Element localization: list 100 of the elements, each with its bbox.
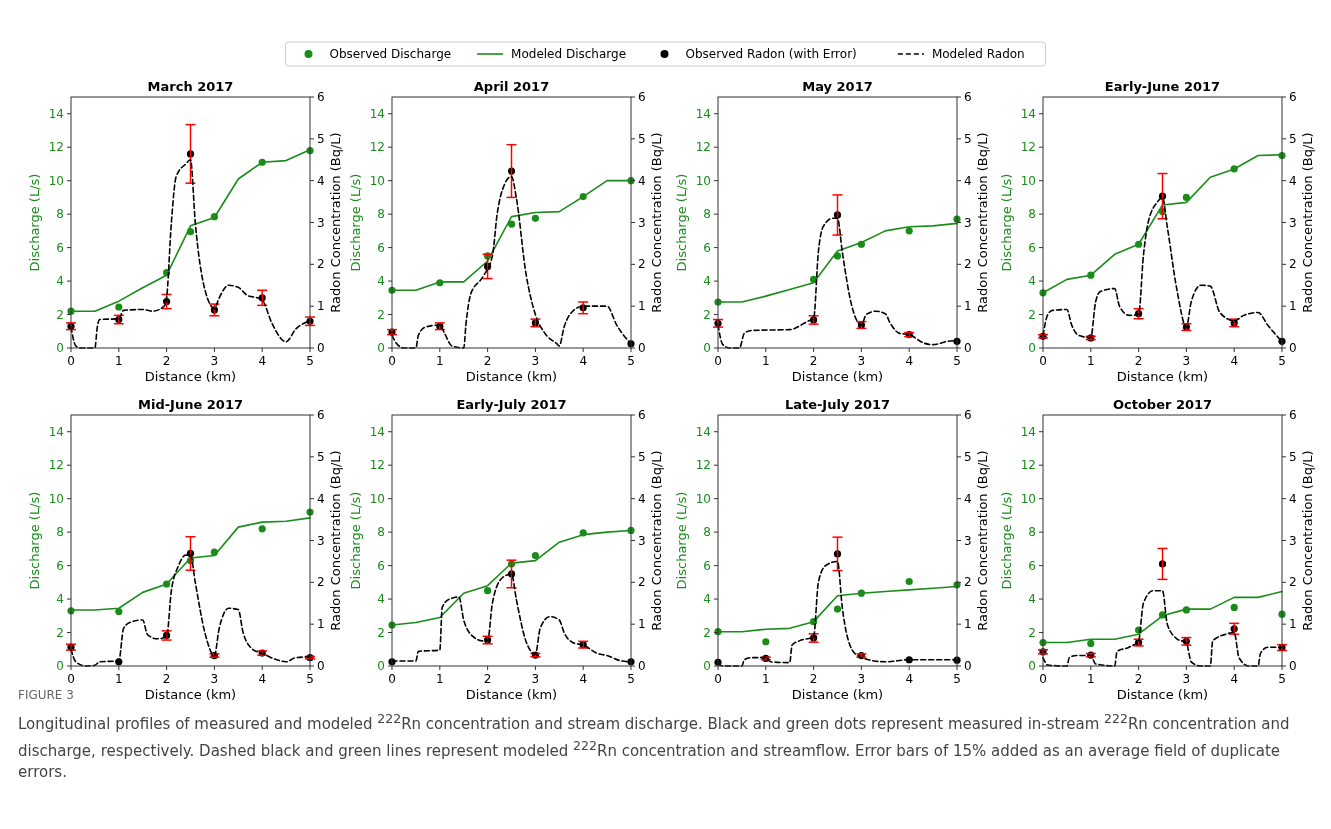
x-tick-label: 3	[531, 672, 540, 686]
y2-tick-label: 5	[317, 131, 325, 146]
y-tick-label: 0	[1028, 659, 1036, 673]
chart-title: Early-July 2017	[456, 397, 567, 412]
y2-tick-label: 4	[964, 173, 972, 188]
y2-tick-label: 4	[638, 491, 646, 506]
x-tick-label: 1	[1086, 672, 1095, 686]
y2-tick-label: 6	[1289, 90, 1297, 104]
y-tick-label: 6	[377, 558, 385, 573]
y2-tick-label: 5	[964, 131, 972, 146]
y2-tick-label: 4	[638, 173, 646, 188]
y-tick-label: 2	[56, 625, 64, 640]
y-axis-title: Discharge (L/s)	[348, 173, 363, 272]
x-axis-title: Distance (km)	[144, 687, 237, 702]
y-axis-title: Discharge (L/s)	[999, 173, 1014, 272]
y2-tick-label: 4	[1289, 491, 1297, 506]
y-tick-label: 8	[1028, 525, 1036, 540]
y-tick-label: 12	[695, 140, 711, 155]
x-tick-label: 1	[114, 354, 123, 368]
y-tick-label: 0	[703, 341, 711, 355]
y-tick-label: 10	[369, 491, 385, 506]
y-axis-title: Discharge (L/s)	[348, 491, 363, 590]
y2-axis-title: Radon Concentration (Bq/L)	[975, 132, 990, 313]
y2-tick-label: 1	[638, 617, 646, 632]
x-tick-label: 2	[162, 672, 171, 686]
y-axis-title: Discharge (L/s)	[27, 173, 42, 272]
x-tick-label: 5	[953, 354, 961, 368]
y2-tick-label: 5	[1289, 131, 1297, 146]
x-tick-label: 5	[306, 354, 314, 368]
chart-title: March 2017	[147, 79, 234, 94]
y-tick-label: 10	[695, 173, 711, 188]
x-tick-label: 4	[579, 672, 588, 686]
y2-tick-label: 5	[964, 449, 972, 464]
x-tick-label: 4	[905, 672, 914, 686]
y2-tick-label: 0	[1289, 341, 1297, 355]
y-tick-label: 8	[56, 525, 64, 540]
y-tick-label: 8	[377, 525, 385, 540]
y-tick-label: 12	[369, 458, 385, 473]
y-tick-label: 8	[703, 207, 711, 222]
y2-tick-label: 3	[638, 533, 646, 548]
y-tick-label: 0	[377, 659, 385, 673]
y2-tick-label: 2	[638, 575, 646, 590]
chart-title: Early-June 2017	[1104, 79, 1221, 94]
y-tick-label: 6	[703, 558, 711, 573]
chart-title: May 2017	[802, 79, 873, 94]
x-tick-label: 2	[483, 354, 492, 368]
y2-tick-label: 1	[964, 299, 972, 314]
y2-axis-title: Radon Concentration (Bq/L)	[328, 450, 343, 631]
chart-title: Late-July 2017	[784, 397, 891, 412]
y-tick-label: 14	[1020, 424, 1036, 439]
y2-tick-label: 2	[1289, 575, 1297, 590]
y2-tick-label: 2	[964, 257, 972, 272]
y-tick-label: 12	[48, 140, 64, 155]
y-tick-label: 2	[377, 307, 385, 322]
y-tick-label: 4	[1028, 274, 1036, 289]
x-axis-title: Distance (km)	[465, 687, 558, 702]
x-tick-label: 0	[388, 672, 396, 686]
y-tick-label: 4	[377, 592, 385, 607]
x-tick-label: 0	[714, 354, 722, 368]
y2-tick-label: 4	[964, 491, 972, 506]
y-tick-label: 12	[48, 458, 64, 473]
y2-tick-label: 3	[1289, 215, 1297, 230]
y2-tick-label: 0	[317, 341, 325, 355]
legend-label: Observed Discharge	[329, 47, 452, 61]
x-tick-label: 0	[67, 354, 75, 368]
y2-tick-label: 6	[638, 90, 646, 104]
y2-tick-label: 0	[964, 341, 972, 355]
y-tick-label: 6	[377, 240, 385, 255]
x-tick-label: 3	[531, 354, 540, 368]
y2-tick-label: 4	[1289, 173, 1297, 188]
y-tick-label: 12	[369, 140, 385, 155]
y2-tick-label: 4	[317, 173, 325, 188]
y-tick-label: 4	[56, 274, 64, 289]
y-tick-label: 12	[695, 458, 711, 473]
y-tick-label: 14	[48, 106, 64, 121]
y-tick-label: 6	[56, 240, 64, 255]
y2-axis-title: Radon Concentration (Bq/L)	[328, 132, 343, 313]
chart-title: October 2017	[1112, 397, 1213, 412]
y-tick-label: 10	[695, 491, 711, 506]
y2-tick-label: 2	[1289, 257, 1297, 272]
y2-axis-title: Radon Concentration (Bq/L)	[649, 132, 664, 313]
y2-tick-label: 3	[638, 215, 646, 230]
y2-tick-label: 6	[964, 408, 972, 422]
y-tick-label: 0	[1028, 341, 1036, 355]
y-tick-label: 6	[703, 240, 711, 255]
y2-tick-label: 1	[638, 299, 646, 314]
y-tick-label: 0	[56, 341, 64, 355]
x-tick-label: 1	[761, 354, 770, 368]
x-tick-label: 2	[162, 354, 171, 368]
y-tick-label: 14	[695, 424, 711, 439]
x-tick-label: 4	[905, 354, 914, 368]
legend-label: Modeled Discharge	[511, 47, 627, 61]
x-tick-label: 1	[114, 672, 123, 686]
y-tick-label: 12	[1020, 458, 1036, 473]
y2-tick-label: 1	[1289, 299, 1297, 314]
x-tick-label: 3	[1182, 672, 1191, 686]
x-axis-title: Distance (km)	[144, 369, 237, 384]
y-tick-label: 10	[48, 491, 64, 506]
x-tick-label: 1	[761, 672, 770, 686]
y-tick-label: 14	[48, 424, 64, 439]
